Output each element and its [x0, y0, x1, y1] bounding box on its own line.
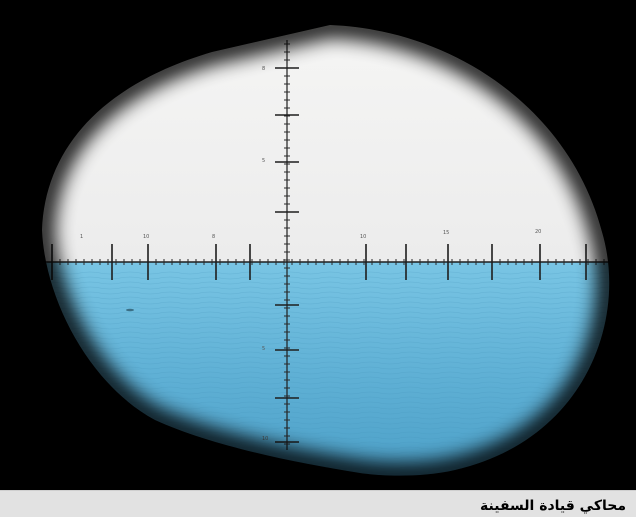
reticle-mark: 1	[80, 234, 83, 240]
reticle-mark: 15	[443, 230, 449, 236]
reticle-mark: 5	[262, 158, 265, 164]
reticle-mark: 8	[212, 234, 215, 240]
reticle-mark: 8	[262, 66, 265, 72]
binocular-scene: 1 10 8 10 15 20 8 5 5 10	[28, 11, 623, 489]
reticle-mark: 20	[535, 229, 541, 235]
reticle-mark: 10	[360, 234, 366, 240]
reticle-mark: 10	[143, 234, 149, 240]
distant-vessel	[126, 308, 134, 312]
reticle-vertical-ticks	[275, 43, 299, 445]
reticle-mark: 10	[262, 436, 268, 442]
lens-edge-shadow	[28, 11, 623, 489]
caption: محاكي قيادة السفينة	[480, 498, 626, 514]
reticle-mark: 5	[262, 346, 265, 352]
caption-bar: محاكي قيادة السفينة	[0, 490, 636, 517]
